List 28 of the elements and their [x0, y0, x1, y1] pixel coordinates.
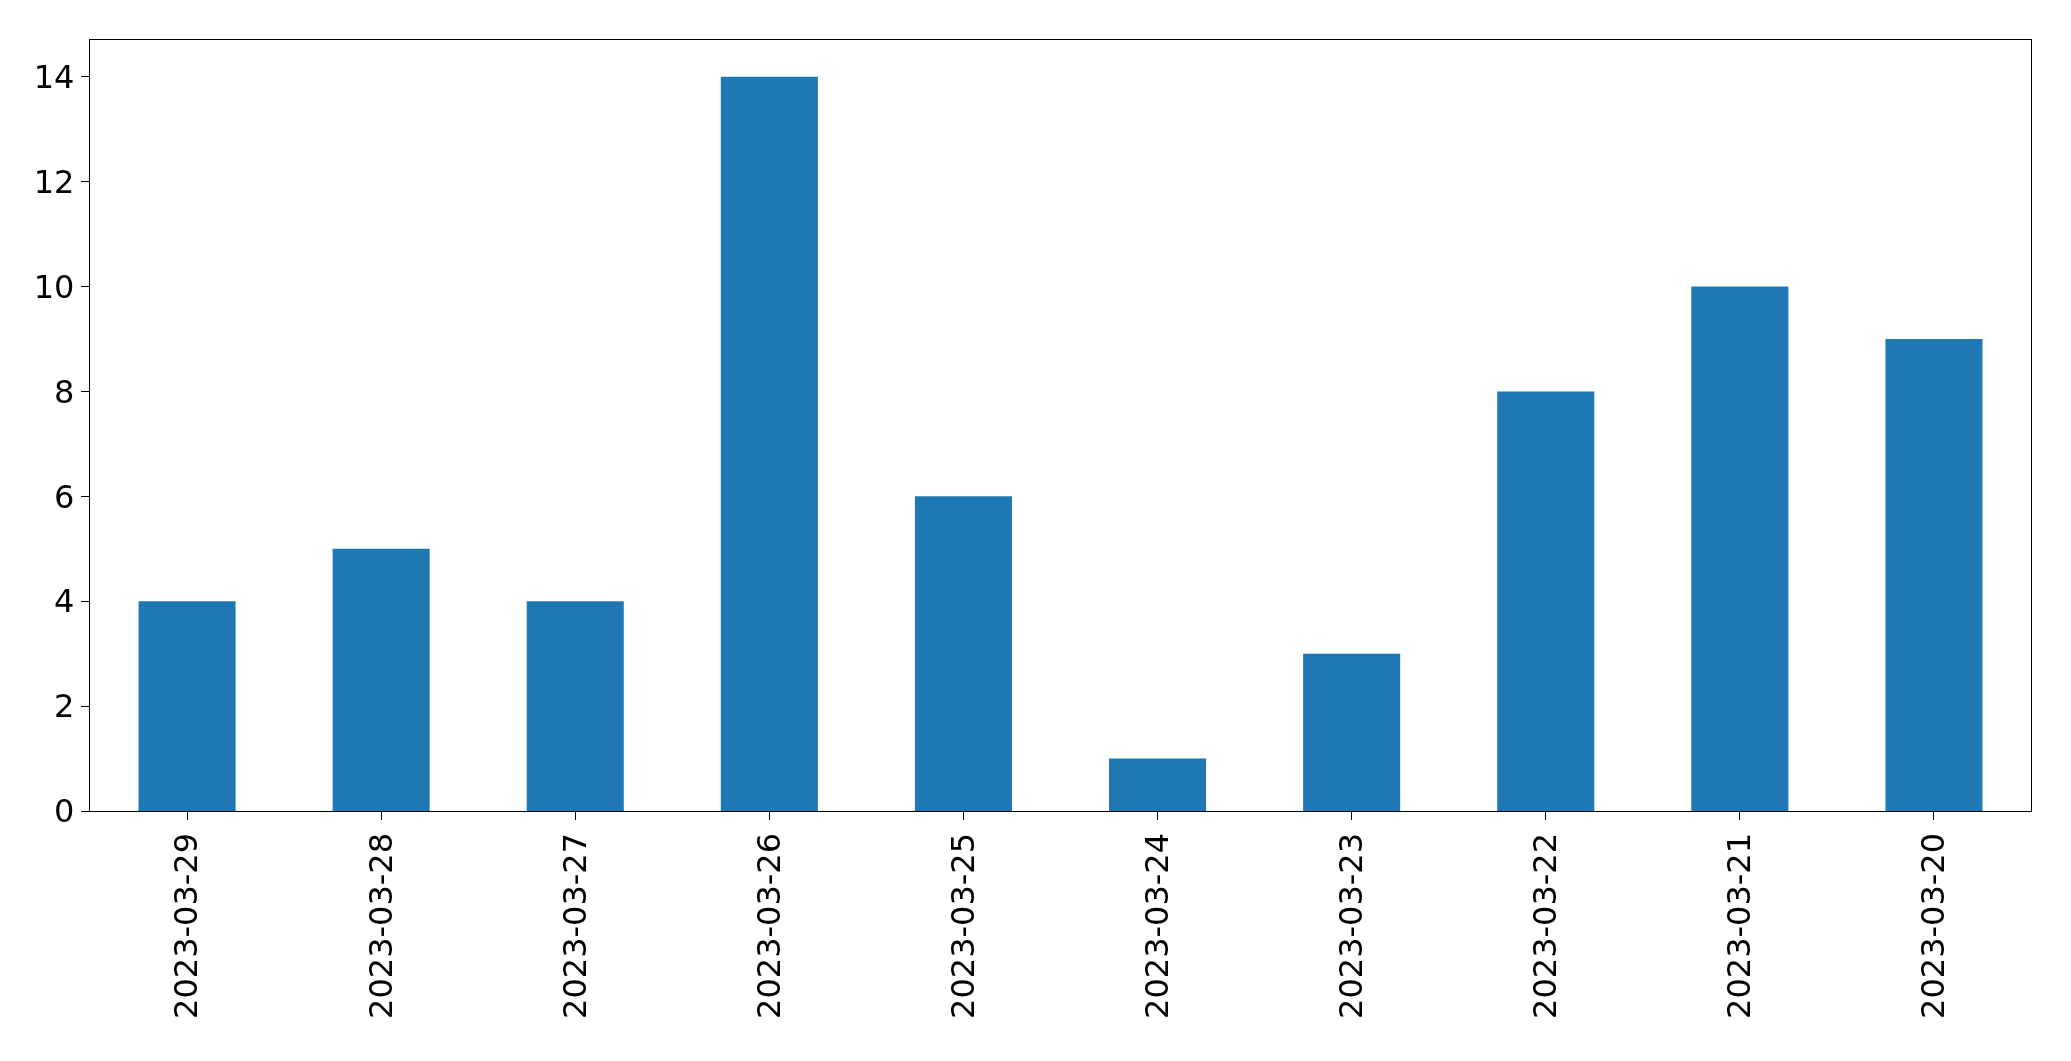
- y-tick-label: 2: [54, 687, 75, 726]
- y-tick-label: 0: [54, 792, 75, 831]
- bar: [720, 76, 818, 811]
- bar: [1691, 286, 1789, 811]
- x-tick-label: 2023-03-28: [361, 832, 400, 1019]
- x-tick-label: 2023-03-24: [1137, 832, 1176, 1019]
- y-tick-label: 6: [54, 477, 75, 516]
- bar: [1497, 391, 1595, 811]
- y-tick-label: 8: [54, 372, 75, 411]
- x-tick-label: 2023-03-27: [555, 832, 594, 1019]
- bar: [138, 601, 236, 811]
- x-tick-label: 2023-03-22: [1526, 832, 1565, 1019]
- bar: [1885, 338, 1983, 811]
- y-tick-label: 12: [33, 162, 75, 201]
- x-tick-label: 2023-03-20: [1914, 832, 1953, 1019]
- bar: [332, 548, 430, 811]
- x-tick-label: 2023-03-25: [943, 832, 982, 1019]
- x-tick-label: 2023-03-26: [749, 832, 788, 1019]
- x-tick-label: 2023-03-21: [1720, 832, 1759, 1019]
- bar: [1303, 653, 1401, 811]
- x-tick-label: 2023-03-23: [1332, 832, 1371, 1019]
- x-tick-label: 2023-03-29: [167, 832, 206, 1019]
- bar: [1109, 758, 1207, 811]
- y-tick-label: 10: [33, 267, 75, 306]
- bar: [526, 601, 624, 811]
- y-tick-label: 14: [33, 57, 75, 96]
- y-tick-label: 4: [54, 582, 75, 621]
- bar: [914, 496, 1012, 811]
